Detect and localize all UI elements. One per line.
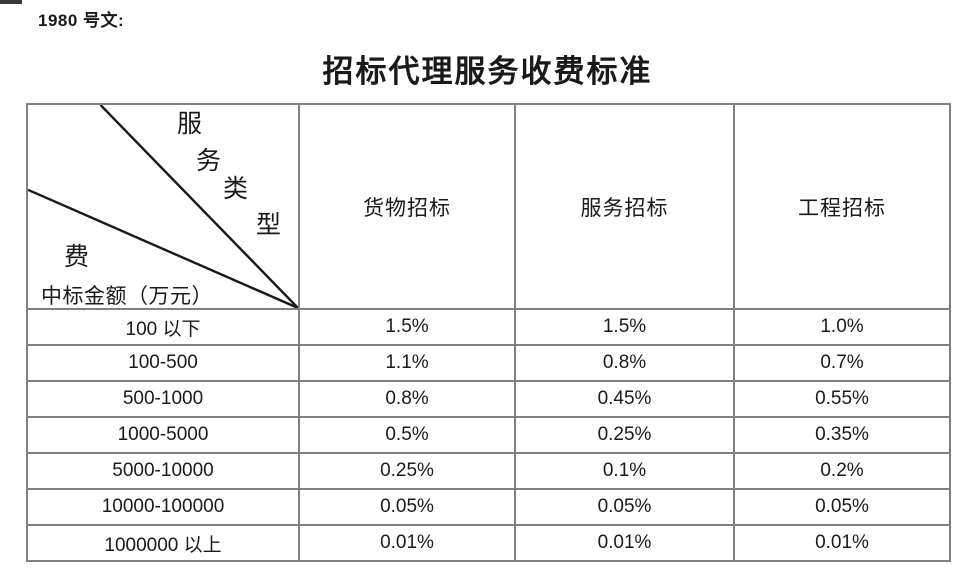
column-header-engineering: 工程招标 xyxy=(733,103,951,310)
table-row: 1000-5000 0.5% 0.25% 0.35% xyxy=(26,416,951,454)
corner-amount-label: 中标金额（万元） xyxy=(41,284,213,308)
rate-cell: 0.01% xyxy=(298,524,516,562)
rate-cell: 0.05% xyxy=(733,488,951,526)
rate-cell: 0.55% xyxy=(733,380,951,418)
doc-number: 1980 号文: xyxy=(38,11,125,30)
header-row: 服 费 务 类 率 型 中标金额（万元） 货物招标 服务招标 工程招标 xyxy=(26,103,951,310)
rate-cell: 0.5% xyxy=(298,416,516,454)
rate-cell: 0.25% xyxy=(298,452,516,490)
table-row: 5000-10000 0.25% 0.1% 0.2% xyxy=(26,452,951,490)
column-header-service: 服务招标 xyxy=(514,103,735,310)
rate-cell: 0.01% xyxy=(733,524,951,562)
rate-cell: 0.8% xyxy=(514,344,735,382)
rate-cell: 0.05% xyxy=(514,488,735,526)
amount-range-cell: 100-500 xyxy=(26,344,300,382)
rate-cell: 0.7% xyxy=(733,344,951,382)
table-row: 100 以下 1.5% 1.5% 1.0% xyxy=(26,308,951,346)
rate-cell: 0.2% xyxy=(733,452,951,490)
rate-cell: 0.8% xyxy=(298,380,516,418)
table-row: 500-1000 0.8% 0.45% 0.55% xyxy=(26,380,951,418)
corner-cell-content: 服 费 务 类 率 型 中标金额（万元） xyxy=(29,106,297,308)
rate-cell: 0.25% xyxy=(514,416,735,454)
page-title: 招标代理服务收费标准 xyxy=(322,54,653,89)
diagonal-divider xyxy=(29,106,297,307)
rate-cell: 0.35% xyxy=(733,416,951,454)
rate-cell: 1.0% xyxy=(733,308,951,346)
amount-range-cell: 1000000 以上 xyxy=(26,524,300,562)
amount-range-cell: 500-1000 xyxy=(26,380,300,418)
amount-range-cell: 5000-10000 xyxy=(26,452,300,490)
corner-fee-char: 费 xyxy=(64,244,90,271)
corner-type-char: 服 xyxy=(177,111,203,138)
table-row: 1000000 以上 0.01% 0.01% 0.01% xyxy=(26,524,951,562)
amount-range-cell: 1000-5000 xyxy=(26,416,300,454)
corner-type-char: 务 xyxy=(196,148,222,175)
rate-cell: 1.5% xyxy=(298,308,516,346)
column-header-goods: 货物招标 xyxy=(298,103,516,310)
fee-table: 服 费 务 类 率 型 中标金额（万元） 货物招标 服务招标 工程招标 100 … xyxy=(26,103,951,562)
table-row: 100-500 1.1% 0.8% 0.7% xyxy=(26,344,951,382)
amount-range-cell: 10000-100000 xyxy=(26,488,300,526)
rate-cell: 0.1% xyxy=(514,452,735,490)
corner-type-char: 类 xyxy=(223,176,249,203)
scan-artifact xyxy=(0,0,22,4)
corner-type-char: 型 xyxy=(256,212,282,239)
rate-cell: 0.45% xyxy=(514,380,735,418)
rate-cell: 1.1% xyxy=(298,344,516,382)
table-row: 10000-100000 0.05% 0.05% 0.05% xyxy=(26,488,951,526)
amount-range-cell: 100 以下 xyxy=(26,308,300,346)
rate-cell: 0.01% xyxy=(514,524,735,562)
rate-cell: 0.05% xyxy=(298,488,516,526)
table-corner-cell: 服 费 务 类 率 型 中标金额（万元） xyxy=(26,103,300,310)
rate-cell: 1.5% xyxy=(514,308,735,346)
